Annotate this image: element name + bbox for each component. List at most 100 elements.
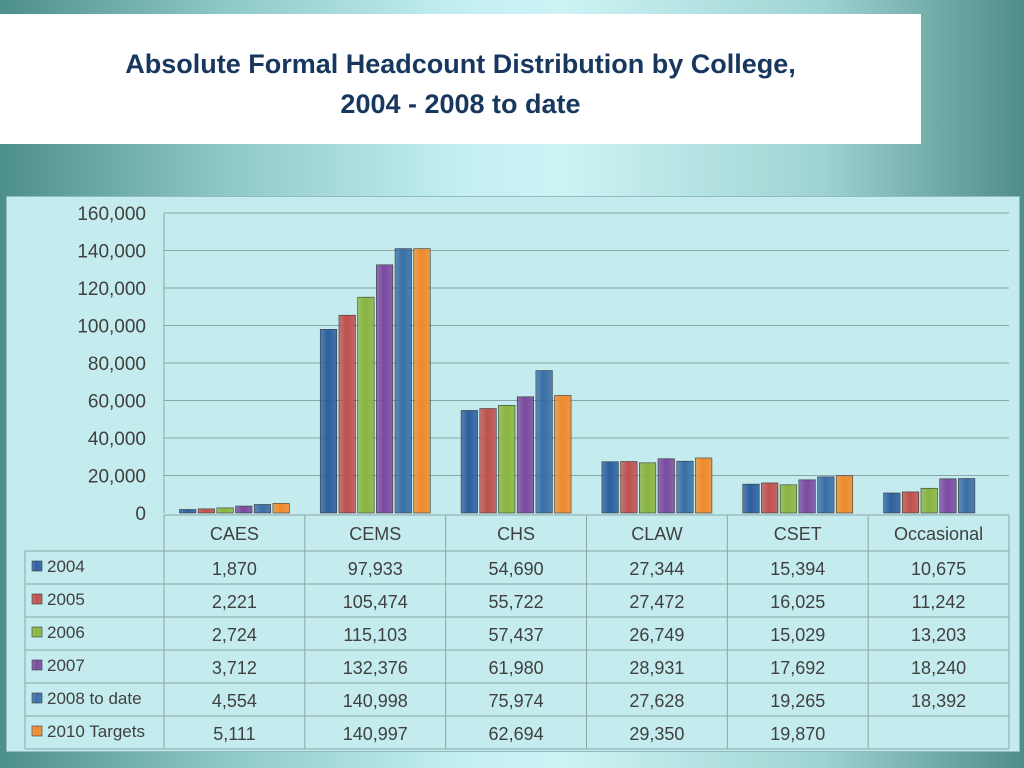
bar xyxy=(657,458,675,514)
data-label: 10,675 xyxy=(911,559,966,579)
bar xyxy=(394,248,412,514)
legend-label: 2008 to date xyxy=(47,689,142,708)
chart-title: Absolute Formal Headcount Distribution b… xyxy=(125,49,796,79)
bar xyxy=(357,296,375,514)
legend-key xyxy=(31,593,43,605)
data-label: 18,240 xyxy=(911,658,966,678)
data-label: 140,997 xyxy=(343,724,408,744)
data-label: 15,394 xyxy=(770,559,825,579)
data-label: 26,749 xyxy=(629,625,684,645)
bar xyxy=(272,503,290,514)
data-label: 115,103 xyxy=(343,625,407,645)
legend-label: 2010 Targets xyxy=(47,722,145,741)
bar xyxy=(235,505,253,514)
bar xyxy=(779,484,797,514)
data-label: 28,931 xyxy=(629,658,684,678)
data-label: 19,265 xyxy=(770,691,825,711)
legend-label: 2004 xyxy=(47,557,85,576)
bar xyxy=(939,478,957,514)
bar xyxy=(601,461,619,514)
data-label: 27,472 xyxy=(629,592,684,612)
bar xyxy=(920,487,938,514)
bar xyxy=(253,504,272,514)
bar xyxy=(460,410,478,514)
data-label: 2,221 xyxy=(212,592,257,612)
bar xyxy=(958,478,976,514)
bar xyxy=(179,509,197,514)
bar xyxy=(516,396,534,514)
bar xyxy=(695,457,713,514)
x-category-label: CLAW xyxy=(631,524,682,544)
data-label: 27,344 xyxy=(629,559,684,579)
data-label: 15,029 xyxy=(770,625,825,645)
x-category-label: Occasional xyxy=(894,524,983,544)
bar xyxy=(620,461,638,514)
bar xyxy=(817,476,835,514)
data-label: 62,694 xyxy=(489,724,544,744)
data-label: 57,437 xyxy=(489,625,544,645)
data-label: 27,628 xyxy=(629,691,684,711)
legend-key xyxy=(31,560,43,572)
bar xyxy=(835,475,854,514)
y-tick-label: 160,000 xyxy=(77,204,146,225)
data-label: 132,376 xyxy=(343,658,408,678)
bar xyxy=(376,264,394,514)
data-label: 5,111 xyxy=(213,724,255,744)
data-label: 17,692 xyxy=(770,658,825,678)
data-label: 97,933 xyxy=(348,559,403,579)
data-label: 54,690 xyxy=(489,559,544,579)
bar xyxy=(479,408,497,514)
bar xyxy=(798,479,816,514)
bar xyxy=(761,482,779,514)
data-label: 18,392 xyxy=(911,691,966,711)
data-label: 29,350 xyxy=(629,724,684,744)
data-label: 4,554 xyxy=(212,691,257,711)
bar xyxy=(676,460,694,514)
legend-key xyxy=(31,725,43,737)
data-label: 61,980 xyxy=(489,658,544,678)
data-label: 75,974 xyxy=(489,691,544,711)
data-label: 3,712 xyxy=(212,658,257,678)
y-tick-label: 100,000 xyxy=(77,317,146,338)
data-label: 2,724 xyxy=(212,625,257,645)
title-box xyxy=(0,14,921,144)
y-tick-label: 20,000 xyxy=(88,467,146,488)
legend-label: 2005 xyxy=(47,590,85,609)
bar xyxy=(639,462,657,514)
y-tick-label: 40,000 xyxy=(88,429,146,450)
y-tick-label: 140,000 xyxy=(77,242,146,263)
data-label: 140,998 xyxy=(343,691,408,711)
legend-key xyxy=(31,659,43,671)
y-tick-label: 120,000 xyxy=(77,279,146,300)
bar xyxy=(498,405,516,514)
legend-key xyxy=(31,626,43,638)
bar-chart: 0 20,000 40,000 60,000 80,000 100,000 120,000 1… xyxy=(24,204,1010,750)
x-category-label: CSET xyxy=(774,524,822,544)
legend-label: 2006 xyxy=(47,623,85,642)
y-tick-label: 80,000 xyxy=(88,354,146,375)
y-tick-label: 0 xyxy=(135,504,146,525)
bar xyxy=(535,370,553,514)
data-label: 11,242 xyxy=(912,592,966,612)
x-category-label: CHS xyxy=(497,524,535,544)
bar xyxy=(883,492,901,514)
data-label: 19,870 xyxy=(770,724,825,744)
bar xyxy=(901,491,920,514)
bar xyxy=(319,329,338,514)
chart-subtitle: 2004 - 2008 to date xyxy=(340,89,581,119)
bar xyxy=(216,507,234,514)
data-label: 16,025 xyxy=(770,592,825,612)
legend-key xyxy=(31,692,43,704)
x-category-label: CEMS xyxy=(349,524,401,544)
bar xyxy=(554,395,572,514)
legend-label: 2007 xyxy=(47,656,85,675)
x-category-label: CAES xyxy=(210,524,259,544)
y-tick-label: 60,000 xyxy=(88,392,146,413)
bar xyxy=(413,248,431,514)
data-label: 105,474 xyxy=(343,592,408,612)
data-label: 55,722 xyxy=(489,592,544,612)
bar xyxy=(197,508,215,514)
bar xyxy=(742,483,760,514)
data-label: 13,203 xyxy=(911,625,966,645)
bar xyxy=(338,314,356,514)
